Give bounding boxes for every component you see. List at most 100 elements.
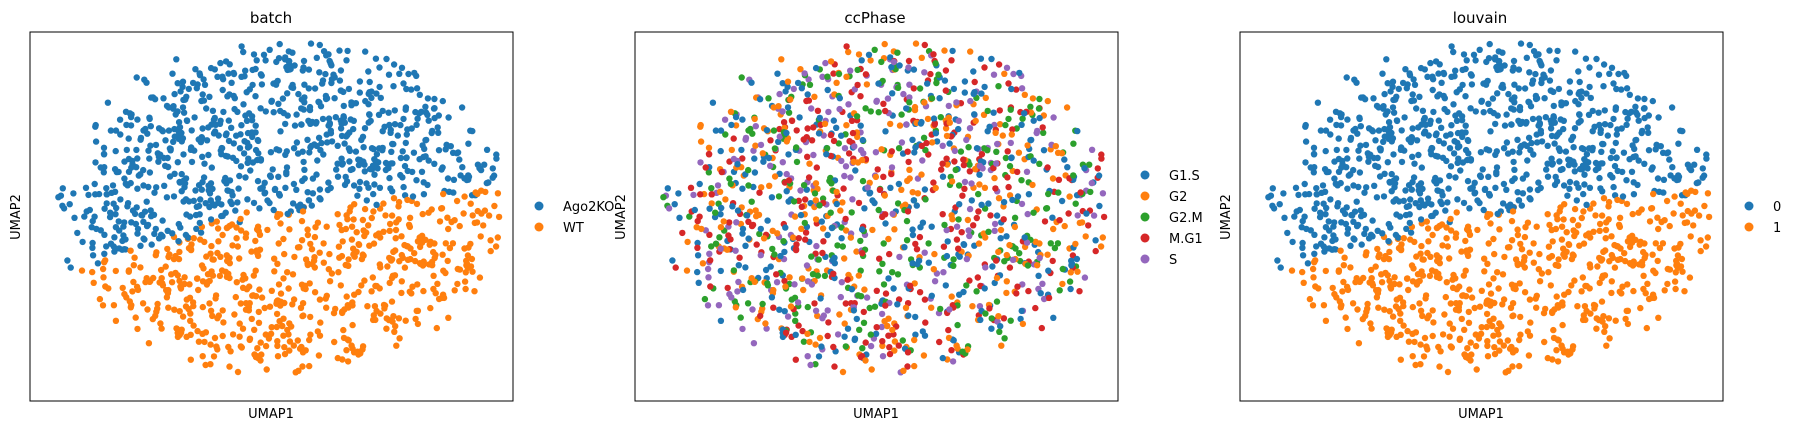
scatter-point	[787, 96, 794, 103]
scatter-point	[96, 295, 104, 303]
scatter-point	[1614, 196, 1621, 204]
scatter-point	[901, 244, 908, 251]
scatter-point	[373, 151, 381, 158]
scatter-point	[243, 209, 250, 216]
scatter-point	[1671, 278, 1679, 285]
scatter-point	[1085, 222, 1092, 229]
scatter-point	[972, 117, 979, 125]
scatter-point	[1446, 172, 1453, 180]
scatter-point	[1544, 173, 1552, 180]
scatter-point	[960, 161, 968, 169]
scatter-point	[848, 117, 856, 125]
scatter-point	[804, 125, 811, 132]
scatter-point	[182, 303, 190, 310]
scatter-point	[903, 105, 910, 112]
scatter-point	[1472, 342, 1480, 350]
scatter-point	[767, 263, 774, 270]
scatter-point	[929, 139, 936, 146]
scatter-point	[1574, 303, 1581, 310]
scatter-point	[875, 206, 882, 214]
scatter-point	[1494, 90, 1501, 97]
scatter-point	[724, 246, 731, 253]
scatter-point	[411, 250, 418, 257]
scatter-point	[971, 78, 978, 86]
scatter-point	[1050, 225, 1057, 233]
scatter-point	[1527, 146, 1534, 154]
scatter-point	[119, 284, 126, 292]
scatter-point	[366, 78, 373, 86]
scatter-point	[207, 361, 214, 368]
scatter-point	[1697, 247, 1704, 255]
scatter-point	[440, 190, 447, 198]
scatter-point	[225, 117, 232, 124]
scatter-point	[867, 331, 874, 338]
scatter-point	[1439, 242, 1446, 249]
scatter-point	[1370, 95, 1377, 102]
scatter-point	[906, 282, 914, 289]
scatter-point	[439, 251, 446, 258]
scatter-point	[916, 289, 924, 296]
scatter-point	[252, 122, 259, 129]
scatter-point	[1546, 221, 1553, 229]
scatter-point	[140, 182, 147, 189]
scatter-point	[127, 113, 135, 121]
scatter-point	[679, 229, 686, 237]
scatter-point	[140, 235, 147, 242]
scatter-point	[1418, 242, 1425, 250]
scatter-point	[1383, 56, 1390, 63]
scatter-point	[1608, 64, 1616, 72]
scatter-point	[853, 248, 860, 255]
scatter-point	[866, 190, 873, 197]
scatter-point	[1541, 338, 1548, 346]
scatter-point	[1615, 70, 1622, 78]
scatter-point	[1376, 251, 1383, 258]
scatter-point	[912, 144, 919, 151]
scatter-point	[739, 155, 746, 162]
scatter-point	[1000, 198, 1008, 206]
scatter-point	[133, 74, 140, 81]
scatter-point	[1441, 105, 1448, 113]
scatter-point	[1281, 214, 1288, 221]
scatter-point	[717, 317, 725, 324]
scatter-point	[1050, 314, 1057, 321]
scatter-point	[1322, 317, 1330, 324]
scatter-point	[216, 120, 224, 128]
scatter-point	[199, 125, 206, 132]
scatter-point	[691, 206, 698, 214]
scatter-point	[952, 166, 959, 174]
scatter-point	[1495, 285, 1502, 292]
scatter-point	[207, 216, 215, 223]
scatter-point	[469, 268, 476, 275]
scatter-point	[469, 212, 476, 219]
scatter-point	[1569, 216, 1577, 224]
scatter-point	[301, 94, 308, 101]
scatter-point	[1401, 114, 1408, 121]
scatter-point	[1056, 217, 1063, 224]
scatter-point	[873, 287, 880, 294]
scatter-point	[793, 144, 800, 151]
scatter-point	[1515, 197, 1523, 204]
scatter-point	[920, 352, 928, 359]
scatter-point	[168, 279, 176, 286]
scatter-point	[1682, 189, 1689, 196]
scatter-point	[482, 188, 489, 196]
scatter-point	[1566, 185, 1573, 192]
scatter-point	[125, 155, 133, 163]
scatter-point	[241, 138, 248, 145]
scatter-point	[1309, 265, 1317, 273]
scatter-point	[398, 278, 405, 285]
scatter-point	[1369, 217, 1376, 224]
scatter-point	[851, 335, 859, 342]
scatter-point	[756, 189, 763, 196]
scatter-point	[334, 211, 341, 218]
scatter-point	[1573, 197, 1581, 204]
scatter-point	[146, 169, 154, 176]
scatter-point	[341, 119, 348, 126]
scatter-point	[200, 97, 208, 104]
scatter-point	[240, 101, 247, 108]
scatter-point	[1511, 166, 1518, 173]
scatter-point	[341, 140, 348, 147]
scatter-point	[345, 85, 353, 93]
scatter-point	[165, 127, 173, 134]
scatter-point	[1419, 312, 1426, 320]
